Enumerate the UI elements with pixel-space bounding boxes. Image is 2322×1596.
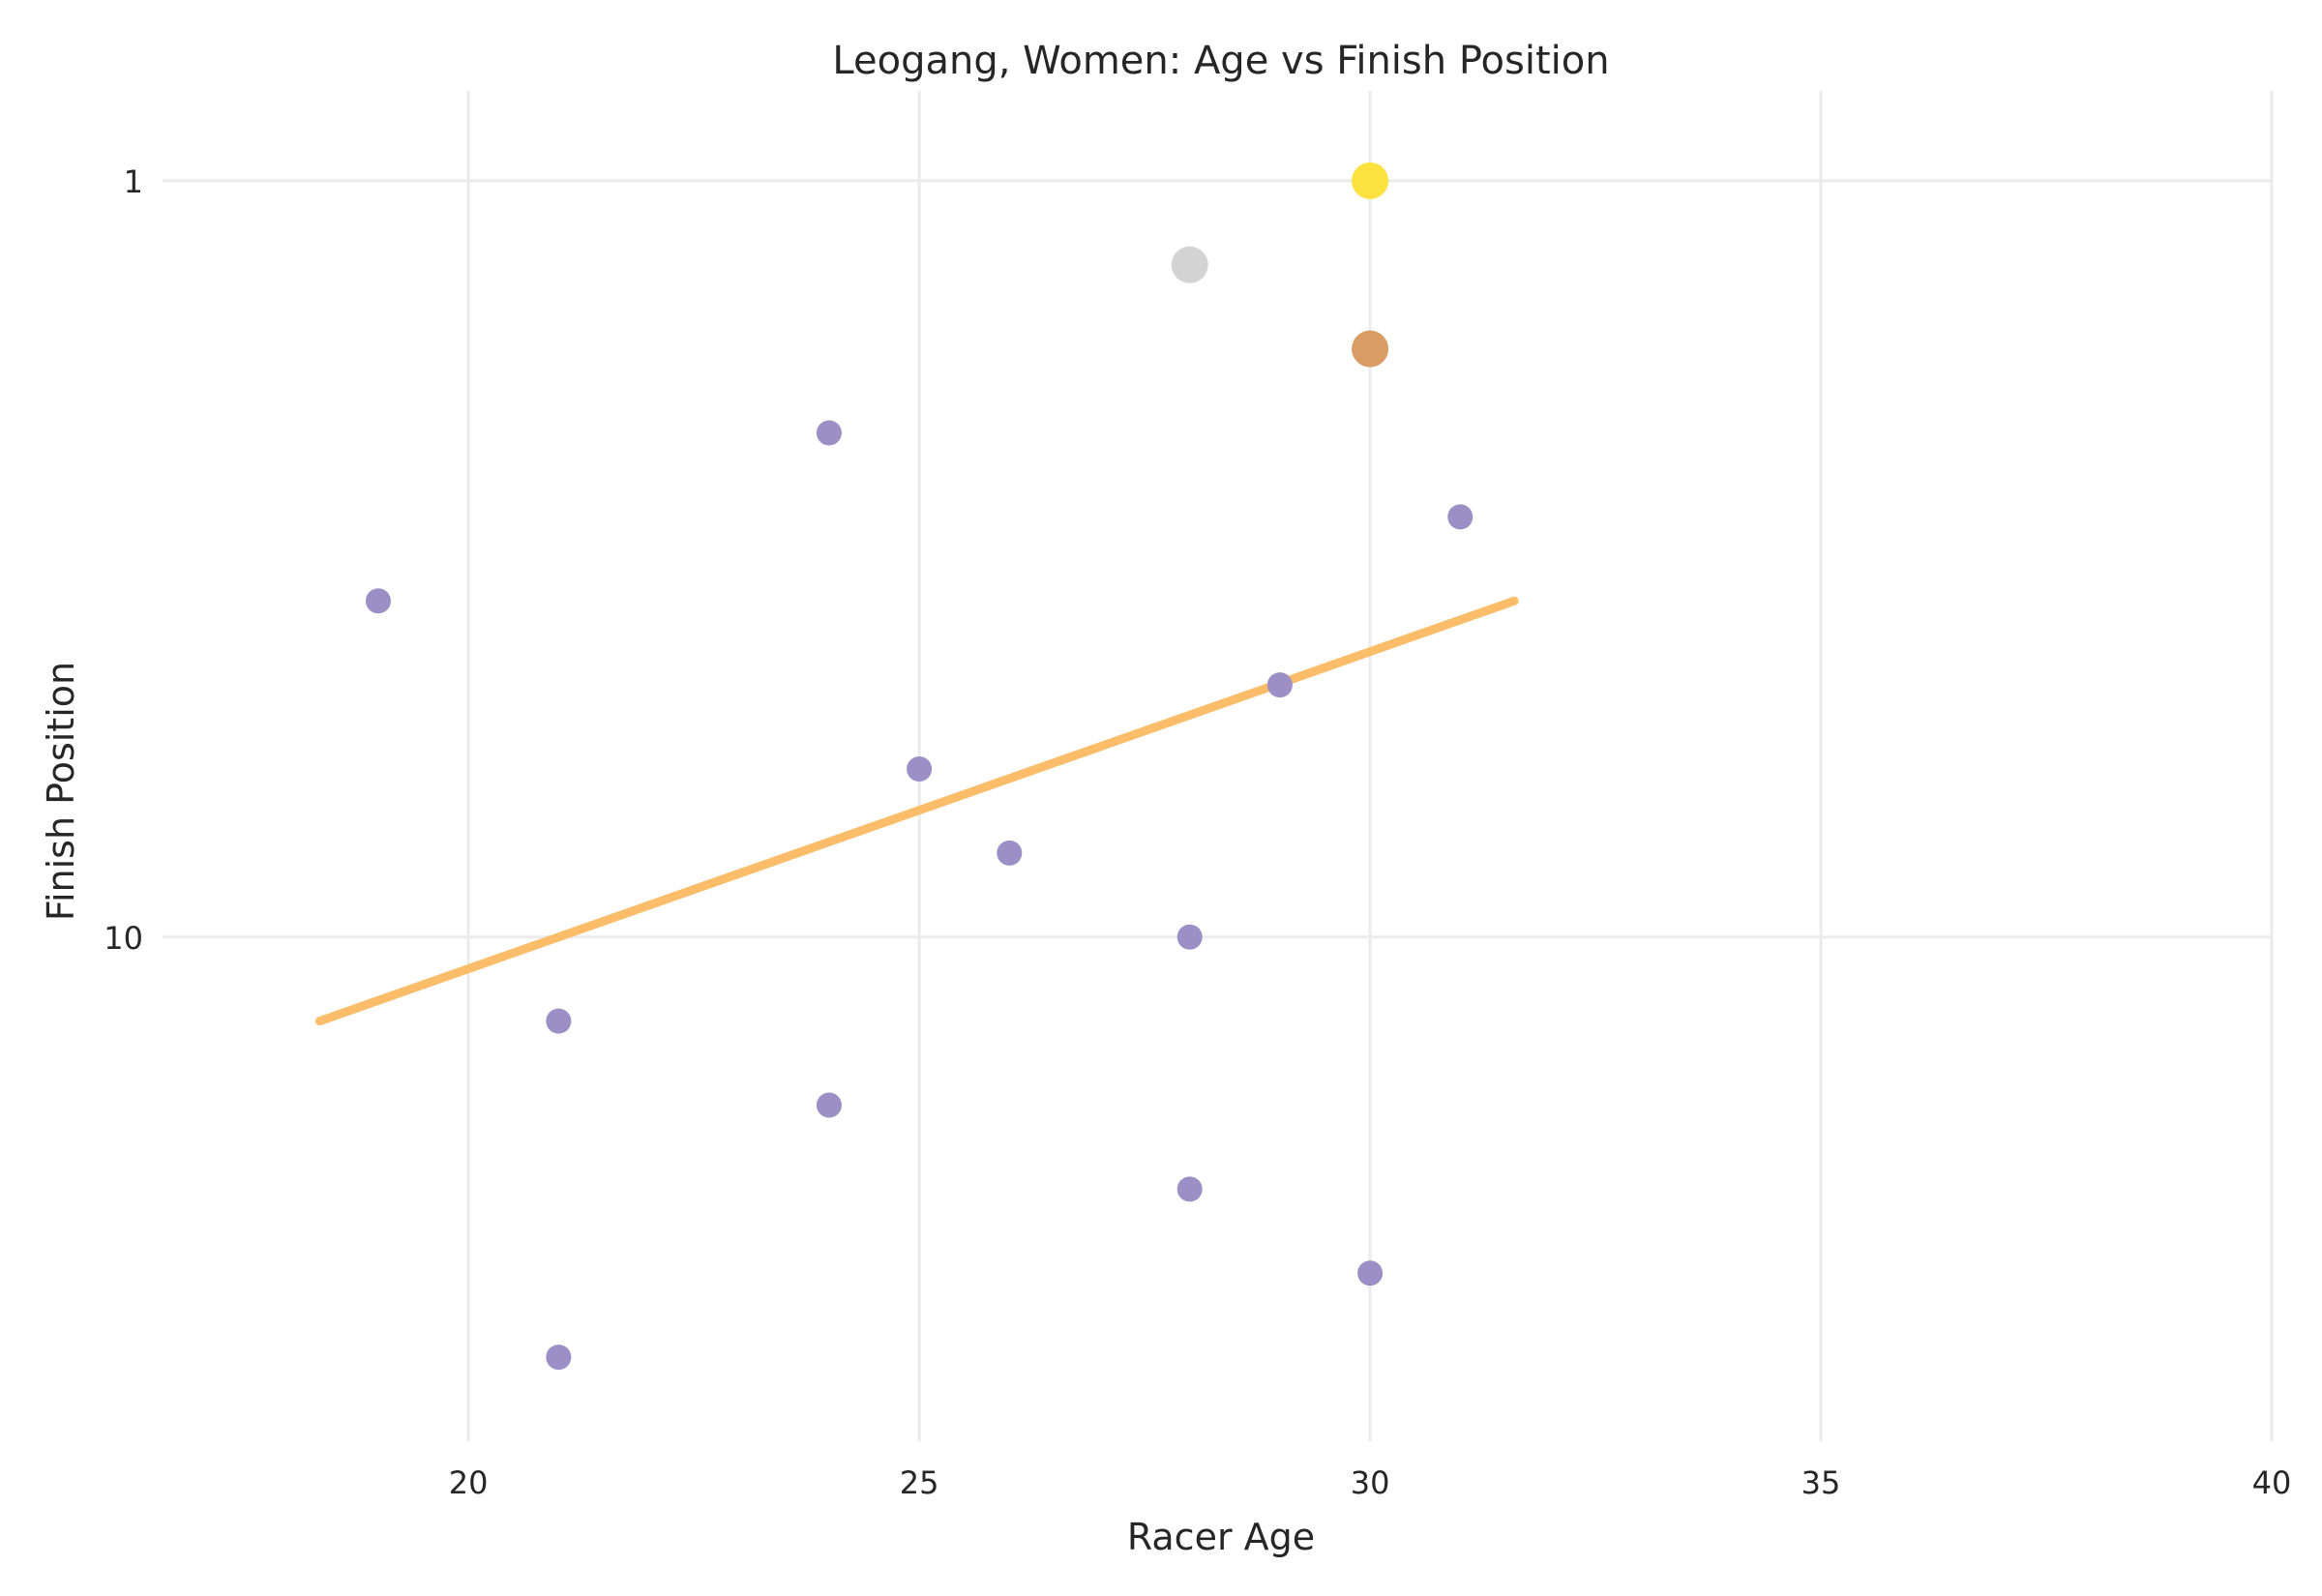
y-axis-ticks: 1 10 <box>104 163 143 957</box>
x-tick-label: 20 <box>449 1464 489 1501</box>
points-layer <box>365 162 1474 1371</box>
x-tick-label: 35 <box>1801 1464 1841 1501</box>
data-point-other <box>1266 672 1293 698</box>
data-point-other <box>997 840 1023 866</box>
y-axis-label: Finish Position <box>40 662 82 921</box>
data-point-other <box>1176 1176 1203 1202</box>
y-tick-label: 1 <box>124 163 143 200</box>
data-point-other <box>1357 1260 1384 1286</box>
data-point-other <box>546 1008 572 1034</box>
trend-line <box>314 596 1519 1026</box>
y-tick-label: 10 <box>104 920 143 957</box>
x-tick-label: 30 <box>1351 1464 1390 1501</box>
data-point-bronze <box>1352 330 1389 368</box>
data-point-other <box>816 420 842 446</box>
grid <box>163 91 2274 1441</box>
chart-title: Leogang, Women: Age vs Finish Position <box>832 39 1609 83</box>
data-point-other <box>1176 924 1203 950</box>
data-point-silver <box>1171 246 1208 283</box>
data-point-other <box>546 1345 572 1371</box>
x-axis-label: Racer Age <box>1127 1516 1315 1558</box>
x-tick-label: 40 <box>2252 1464 2292 1501</box>
data-point-other <box>365 588 391 614</box>
data-point-other <box>1447 504 1474 530</box>
x-tick-label: 25 <box>900 1464 939 1501</box>
data-point-other <box>907 756 933 782</box>
trend-layer <box>314 596 1519 1026</box>
data-point-gold <box>1352 162 1389 199</box>
data-point-other <box>816 1092 842 1118</box>
x-axis-ticks: 20 25 30 35 40 <box>449 1464 2292 1501</box>
